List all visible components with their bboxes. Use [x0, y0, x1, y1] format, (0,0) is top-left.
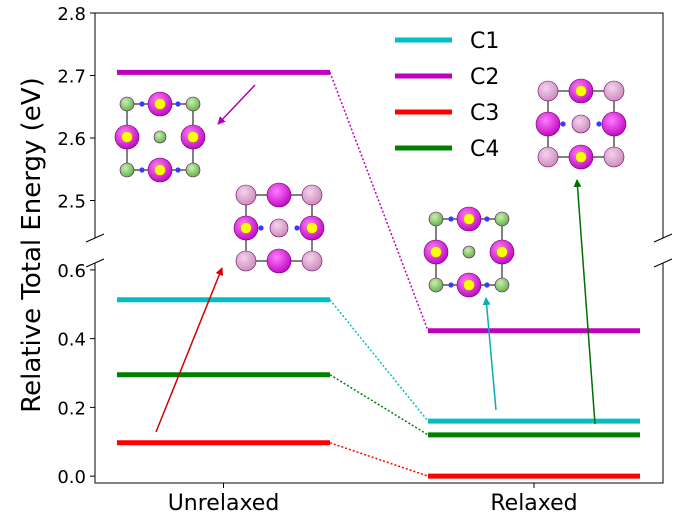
atom: [537, 146, 559, 168]
axis-break-mark-right-upper: [653, 233, 673, 243]
small-atom: [175, 101, 181, 107]
atom-core: [463, 279, 475, 291]
inset-c2-unrelaxed: [114, 91, 206, 183]
atom-core: [575, 151, 587, 163]
small-atom: [175, 167, 181, 173]
y-tick-label: 0.0: [57, 467, 86, 488]
small-atom: [596, 121, 602, 127]
legend-label-c2: C2: [470, 65, 499, 90]
x-axis-categories: Unrelaxed Relaxed: [168, 483, 578, 516]
inset-c3-unrelaxed: [233, 182, 325, 274]
lower-axes-border: [94, 263, 664, 484]
inset-c1-relaxed: [423, 206, 515, 298]
small-atom: [448, 216, 454, 222]
arrow-c4: [573, 179, 596, 425]
x-category-label: Unrelaxed: [168, 491, 280, 516]
arrow-c2: [217, 84, 256, 125]
small-atom: [484, 282, 490, 288]
atom: [428, 211, 444, 227]
y-tick-label: 2.8: [57, 4, 86, 25]
small-atom: [484, 216, 490, 222]
atom: [185, 162, 201, 178]
atom: [235, 250, 257, 272]
upper-axes-border: [94, 12, 664, 238]
connector-c4: [329, 374, 429, 436]
small-atom: [139, 101, 145, 107]
y-tick-label: 2.7: [57, 67, 86, 88]
atom: [601, 111, 627, 137]
y-tick-label: 0.6: [57, 261, 86, 282]
atom-core: [306, 222, 318, 234]
small-atom: [258, 225, 264, 231]
y-tick-label: 0.2: [57, 398, 86, 419]
y-tick-label: 0.4: [57, 330, 86, 351]
atom: [235, 184, 257, 206]
legend-label-c1: C1: [470, 29, 499, 54]
axis-break-mark-right-lower: [653, 258, 673, 268]
atom: [301, 184, 323, 206]
atom: [571, 114, 591, 134]
axes-frame: [85, 12, 673, 484]
atom-core: [496, 246, 508, 258]
legend-label-c4: C4: [470, 137, 499, 162]
connector-c1: [329, 299, 429, 422]
connector-c3: [329, 442, 429, 477]
atom-core: [463, 213, 475, 225]
atom: [462, 245, 476, 259]
atom: [535, 111, 561, 137]
atom: [603, 80, 625, 102]
y-tick-label: 2.6: [57, 129, 86, 150]
y-tick-label: 2.5: [57, 192, 86, 213]
atom: [266, 182, 292, 208]
atom: [266, 248, 292, 274]
y-axis-label: Relative Total Energy (eV): [17, 77, 47, 412]
x-category-label: Relaxed: [490, 491, 577, 516]
atom: [119, 96, 135, 112]
y-axis-ticks: 2.5 2.6 2.7 2.8 0.0 0.2 0.4 0.6: [57, 4, 95, 488]
structure-insets: [114, 78, 627, 433]
legend-label-c3: C3: [470, 101, 499, 126]
atom-core: [575, 85, 587, 97]
atom: [153, 130, 167, 144]
small-atom: [448, 282, 454, 288]
atom: [185, 96, 201, 112]
atom: [603, 146, 625, 168]
atom-core: [240, 222, 252, 234]
atom: [537, 80, 559, 102]
energy-levels: [117, 69, 640, 479]
arrow-c3: [155, 267, 224, 433]
atom: [494, 211, 510, 227]
atom-core: [430, 246, 442, 258]
legend: C1 C2 C3 C4: [395, 29, 499, 162]
atom: [301, 250, 323, 272]
axis-break-mark-left-lower: [85, 258, 105, 268]
atom: [428, 277, 444, 293]
inset-c4-relaxed: [535, 78, 627, 170]
axis-break-mark-left-upper: [85, 233, 105, 243]
small-atom: [139, 167, 145, 173]
small-atom: [294, 225, 300, 231]
atom: [494, 277, 510, 293]
atom-core: [154, 98, 166, 110]
atom-core: [154, 164, 166, 176]
small-atom: [560, 121, 566, 127]
atom-core: [121, 131, 133, 143]
atom-core: [187, 131, 199, 143]
arrow-c1: [482, 297, 497, 411]
atom: [119, 162, 135, 178]
atom: [269, 218, 289, 238]
